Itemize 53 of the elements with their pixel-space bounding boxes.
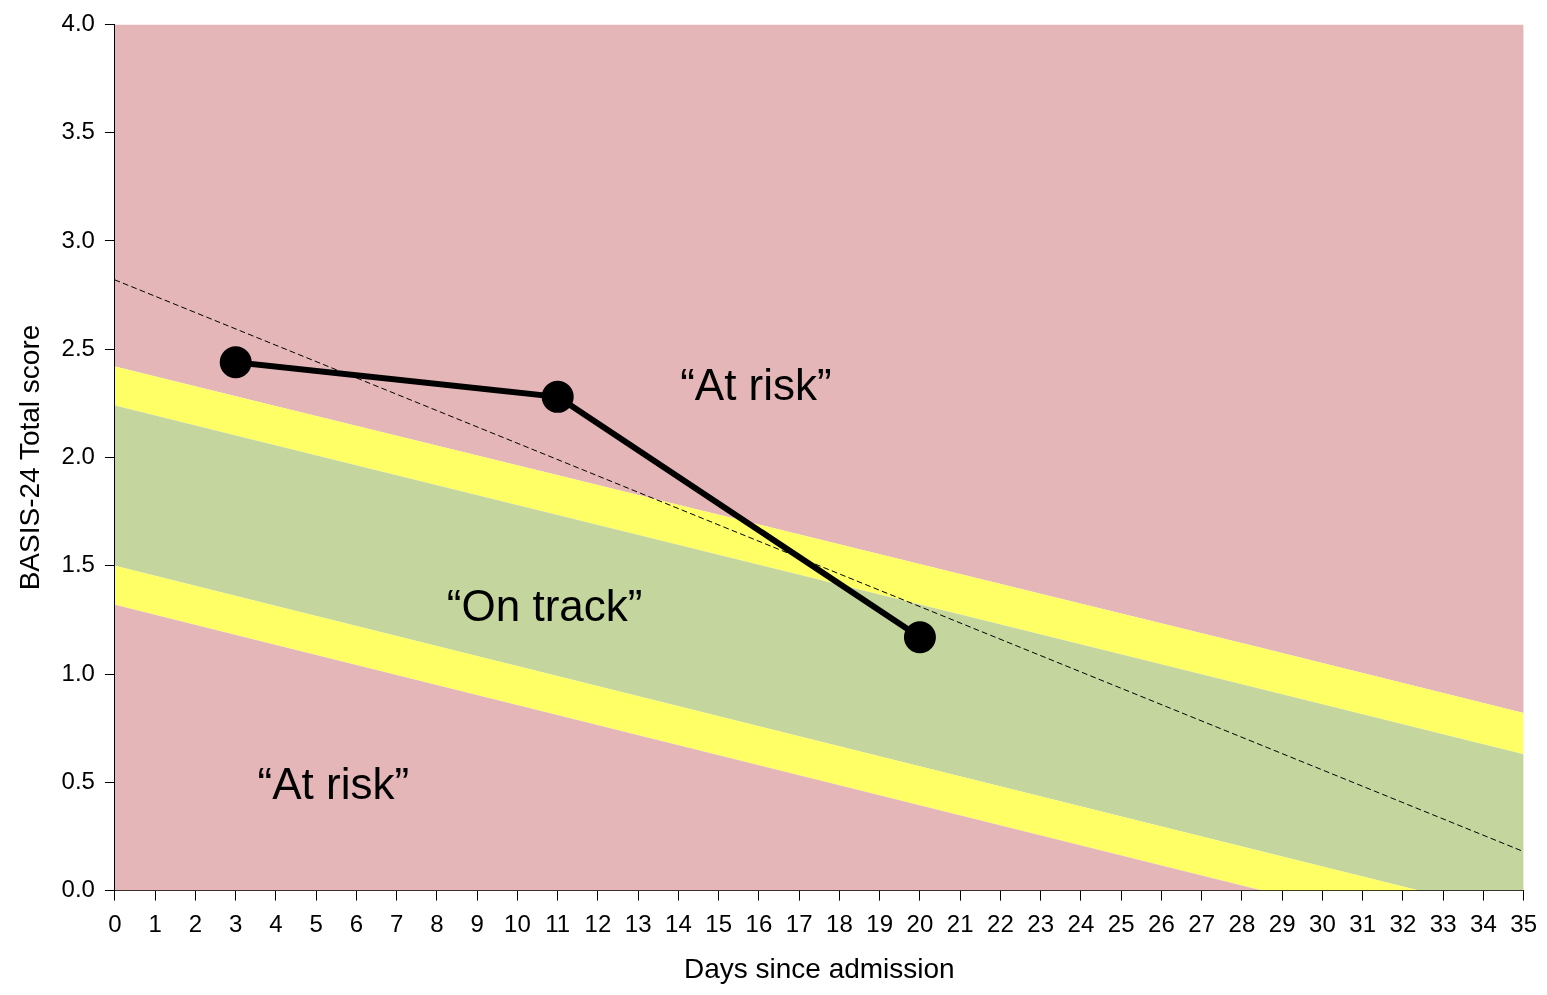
x-tick-label: 8 [430,909,444,937]
y-tick-label: 3.0 [61,225,95,253]
y-tick-label: 2.0 [61,442,95,470]
annotation: “On track” [446,581,643,631]
x-tick-label: 17 [785,909,813,937]
x-tick-label: 12 [584,909,612,937]
y-tick-label: 3.5 [61,117,95,145]
x-tick-label: 24 [1067,909,1095,937]
annotation: “At risk” [680,360,832,410]
x-tick-label: 19 [866,909,894,937]
x-tick-label: 35 [1510,909,1537,937]
x-tick-label: 18 [826,909,853,937]
y-axis-title: BASIS-24 Total score [13,324,45,591]
x-tick-label: 9 [470,909,484,937]
point [541,380,574,413]
x-tick-label: 31 [1349,909,1377,937]
x-tick-label: 16 [745,909,773,937]
x-tick-label: 32 [1389,909,1417,937]
x-tick-label: 1 [148,909,162,937]
y-tick-label: 4.0 [61,9,95,37]
x-tick-label: 2 [188,909,203,937]
x-tick-label: 3 [229,909,243,937]
x-tick-label: 0 [108,909,122,937]
x-tick-label: 20 [906,909,934,937]
x-tick-label: 13 [624,909,652,937]
annotation: “At risk” [257,758,410,808]
y-tick-label: 1.5 [61,550,95,578]
y-tick-label: 0.5 [61,766,95,794]
x-tick-label: 30 [1309,909,1336,937]
x-tick-label: 10 [504,909,531,937]
x-axis-title: Days since admission [683,952,955,984]
point [903,621,936,654]
x-tick-label: 6 [349,909,364,937]
x-tick-label: 5 [309,909,323,937]
x-tick-label: 26 [1148,909,1175,937]
x-tick-label: 23 [1027,909,1055,937]
y-tick-label: 2.5 [61,333,95,361]
x-tick-label: 21 [946,909,974,937]
x-tick-label: 25 [1107,909,1135,937]
x-tick-label: 22 [987,909,1014,937]
x-tick-label: 11 [545,909,571,937]
x-tick-label: 15 [705,909,733,937]
x-tick-label: 28 [1228,909,1256,937]
x-tick-label: 33 [1429,909,1457,937]
y-tick-label: 1.0 [61,658,95,686]
x-tick-label: 27 [1188,909,1216,937]
x-tick-label: 29 [1268,909,1296,937]
x-tick-label: 7 [390,909,404,937]
x-tick-label: 34 [1470,909,1497,937]
y-tick-label: 0.0 [61,875,95,903]
x-tick-label: 4 [269,909,283,937]
x-tick-label: 14 [665,909,692,937]
point [219,346,252,379]
